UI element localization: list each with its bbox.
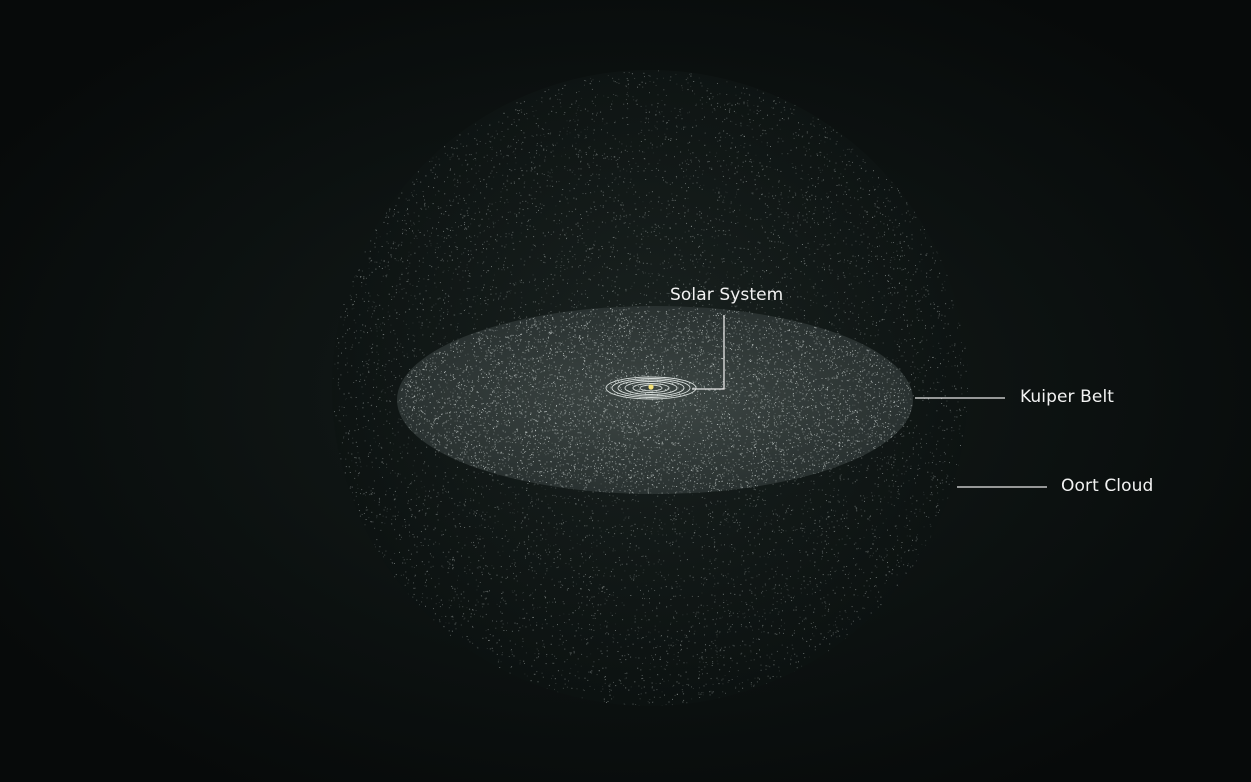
kuiper-belt-label: Kuiper Belt [1020,387,1115,407]
solar-system-label: Solar System [670,285,784,305]
orbit-ring [605,376,697,400]
orbit-ring [611,378,691,398]
kuiper-belt-disk [397,306,913,494]
orbit-ring [632,383,670,393]
orbit-ring [624,381,678,395]
kuiper-belt-particles [397,306,913,494]
solar-system-leader-line [692,315,725,390]
sun-icon [648,384,654,390]
orbit-ring [617,379,685,397]
oort-cloud-label: Oort Cloud [1061,476,1154,496]
solar-system-orbits [605,376,697,400]
